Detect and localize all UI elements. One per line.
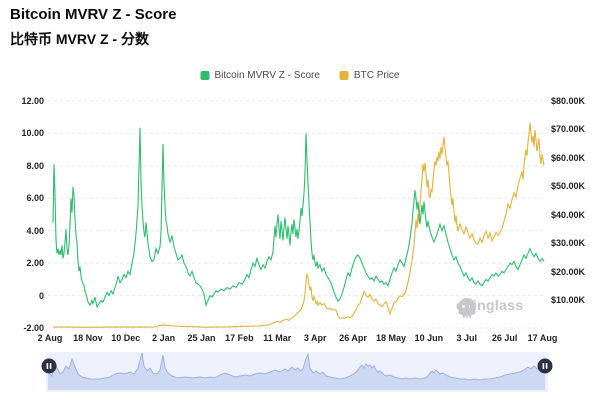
right-axis-tick-label: $60.00K	[551, 152, 586, 163]
right-axis-tick-label: $50.00K	[551, 181, 586, 191]
coinglass-ghost-icon	[458, 298, 476, 319]
navigator-area-sparkline	[48, 353, 545, 390]
right-axis-tick-label: $10.00K	[551, 295, 586, 305]
right-axis-tick-label: $30.00K	[551, 238, 586, 248]
btc-price-line	[53, 122, 545, 328]
left-y-axis-mvrv: 12.00 10.00 8.00 6.00 4.00 2.00 0 -2.00	[0, 0, 44, 340]
left-axis-tick-label: 2.00	[26, 258, 44, 269]
x-axis-tick-label: 18 Nov	[73, 333, 103, 343]
right-axis-tick-label: $70.00K	[551, 124, 586, 134]
x-axis-tick-label: 11 Mar	[263, 333, 292, 343]
navigator-brush[interactable]	[41, 352, 553, 392]
legend-item-mvrv[interactable]: Bitcoin MVRV Z - Score	[200, 70, 320, 81]
x-axis-tick-label: 17 Aug	[527, 333, 558, 343]
x-axis-tick-label: 25 Jan	[187, 333, 216, 343]
left-axis-tick-label: 8.00	[26, 160, 44, 171]
mvrv-series-swatch-icon	[200, 71, 210, 80]
navigator-sparkline-outline	[47, 352, 546, 381]
left-axis-tick-label: 10.00	[21, 128, 44, 139]
right-axis-tick-label: $20.00K	[551, 266, 586, 277]
gridlines	[48, 100, 545, 329]
x-axis-tick-label: 26 Apr	[339, 333, 367, 343]
legend-item-price[interactable]: BTC Price	[339, 70, 400, 81]
price-series-swatch-icon	[339, 71, 349, 80]
left-axis-tick-label: 0	[38, 290, 44, 301]
x-axis-tick-label: 2 Aug	[37, 333, 63, 343]
left-axis-tick-label: -2.00	[23, 323, 44, 333]
page-title: Bitcoin MVRV Z - Score	[10, 6, 177, 23]
pause-bar-icon	[46, 363, 49, 369]
x-axis-tick-label: 3 Jul	[456, 333, 477, 343]
x-axis-tick-label: 10 Jun	[414, 333, 444, 343]
pause-bar-icon	[49, 363, 52, 369]
coinglass-watermark: coinglass	[456, 297, 523, 319]
x-axis-tick-label: 10 Dec	[111, 333, 141, 343]
mvrv-zscore-line	[52, 127, 545, 309]
right-axis-tick-label: $40.00K	[551, 209, 586, 220]
page-subtitle-chinese: 比特币 MVRV Z - 分数	[10, 31, 149, 47]
x-axis-tick-label: 18 May	[375, 333, 406, 343]
x-axis-tick-label: 2 Jan	[152, 333, 176, 343]
navigator-left-handle[interactable]	[41, 358, 57, 374]
pause-bar-icon	[542, 363, 545, 369]
chart-legend: Bitcoin MVRV Z - Score BTC Price	[200, 70, 400, 81]
right-axis-tick-label: $80.00K	[551, 95, 586, 106]
left-axis-tick-label: 4.00	[26, 225, 44, 236]
legend-label-mvrv: Bitcoin MVRV Z - Score	[214, 70, 320, 81]
x-axis-tick-label: 17 Feb	[225, 333, 254, 343]
left-axis-tick-label: 12.00	[21, 96, 44, 106]
x-axis-tick-label: 26 Jul	[491, 333, 518, 343]
pause-bar-icon	[545, 363, 548, 369]
x-axis-tick-label: 3 Apr	[303, 333, 327, 343]
navigator-right-handle[interactable]	[537, 358, 553, 374]
right-y-axis-price: $80.00K $70.00K $60.00K $50.00K $40.00K $30.0…	[551, 0, 600, 340]
x-axis-dates: 2 Aug 18 Nov 10 Dec 2 Jan 25 Jan 17 Feb 11 Mar…	[0, 333, 600, 347]
left-axis-tick-label: 6.00	[26, 193, 44, 204]
legend-label-price: BTC Price	[353, 70, 400, 81]
